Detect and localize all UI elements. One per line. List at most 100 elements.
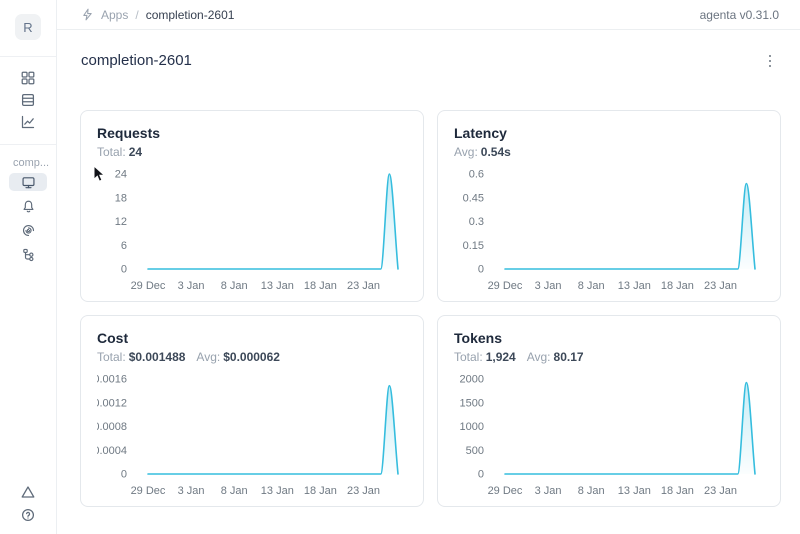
card-title: Tokens — [454, 330, 502, 346]
svg-text:29 Dec: 29 Dec — [488, 280, 523, 292]
svg-text:2000: 2000 — [460, 374, 484, 386]
requests-chart: 0 6 12 18 24 29 Dec 3 Jan 8 Jan 13 Jan 18 Jan 23 J… — [115, 169, 399, 292]
metric-cards-grid: Requests Total: 24 0 6 12 18 24 29 Dec 3 Jan 8 J… — [57, 72, 800, 507]
svg-text:0.0004: 0.0004 — [97, 445, 127, 457]
apps-grid-icon[interactable] — [16, 70, 40, 85]
svg-text:8 Jan: 8 Jan — [221, 485, 248, 497]
stat-label: Total: — [97, 145, 126, 159]
svg-text:13 Jan: 13 Jan — [618, 280, 651, 292]
breadcrumb-apps-link[interactable]: Apps — [101, 7, 129, 22]
stat-label: Total: — [97, 350, 126, 364]
svg-text:0: 0 — [121, 469, 127, 481]
svg-text:0: 0 — [478, 469, 484, 481]
svg-text:18 Jan: 18 Jan — [304, 485, 337, 497]
svg-text:29 Dec: 29 Dec — [131, 280, 166, 292]
topbar: Apps / completion-2601 agenta v0.31.0 — [57, 0, 800, 30]
latency-chart: 0 0.15 0.3 0.45 0.6 29 Dec 3 Jan 8 Jan 13 Jan 18 … — [463, 169, 756, 292]
svg-text:6: 6 — [121, 240, 127, 252]
svg-text:8 Jan: 8 Jan — [221, 280, 248, 292]
monitor-icon[interactable] — [9, 173, 47, 191]
svg-text:18 Jan: 18 Jan — [304, 280, 337, 292]
svg-text:1000: 1000 — [460, 421, 484, 433]
requests-card: Requests Total: 24 0 6 12 18 24 29 Dec 3 Jan 8 J… — [80, 110, 424, 302]
stat-value: $0.001488 — [128, 350, 186, 364]
svg-text:0.15: 0.15 — [463, 240, 484, 252]
stat-label: Avg: — [196, 350, 221, 364]
svg-text:23 Jan: 23 Jan — [347, 280, 380, 292]
svg-text:8 Jan: 8 Jan — [578, 485, 605, 497]
svg-text:23 Jan: 23 Jan — [704, 280, 737, 292]
tokens-chart: 0 500 1000 1500 2000 29 Dec 3 Jan 8 Jan 13 Jan 18… — [460, 374, 756, 497]
svg-text:29 Dec: 29 Dec — [488, 485, 523, 497]
stat-value: 24 — [128, 145, 143, 159]
card-title: Requests — [97, 125, 161, 141]
svg-text:3 Jan: 3 Jan — [178, 280, 205, 292]
stat-value: 0.54s — [480, 145, 511, 159]
latency-card: Latency Avg: 0.54s 0 0.15 0.3 0.45 0.6 29 Dec 3… — [437, 110, 781, 302]
svg-text:1500: 1500 — [460, 397, 484, 409]
version-label: agenta v0.31.0 — [699, 7, 779, 22]
stat-value: 80.17 — [553, 350, 584, 364]
page-header: completion-2601 — [57, 30, 800, 72]
breadcrumb: Apps / completion-2601 — [81, 8, 234, 22]
svg-text:0.6: 0.6 — [469, 169, 484, 181]
page-title: completion-2601 — [81, 52, 192, 69]
svg-text:500: 500 — [466, 445, 484, 457]
card-stats: Total: 1,924 Avg: 80.17 — [454, 349, 764, 365]
stat-value: $0.000062 — [223, 350, 280, 364]
svg-text:3 Jan: 3 Jan — [535, 280, 562, 292]
list-icon[interactable] — [16, 92, 40, 107]
workspace-avatar[interactable]: R — [15, 14, 41, 40]
main-area: Apps / completion-2601 agenta v0.31.0 co… — [57, 0, 800, 534]
svg-text:0.0012: 0.0012 — [97, 397, 127, 409]
svg-text:3 Jan: 3 Jan — [178, 485, 205, 497]
svg-text:8 Jan: 8 Jan — [578, 280, 605, 292]
card-title: Latency — [454, 125, 507, 141]
cost-card: Cost Total:$0.001488 Avg:$0.000062 0 0.00… — [80, 315, 424, 507]
svg-text:0: 0 — [478, 264, 484, 276]
svg-text:0.0008: 0.0008 — [97, 421, 127, 433]
svg-text:3 Jan: 3 Jan — [535, 485, 562, 497]
breadcrumb-current: completion-2601 — [145, 7, 235, 22]
sidebar-bottom-nav — [0, 484, 56, 534]
sidebar-header: R — [0, 0, 56, 57]
card-stats: Total: $0.001488 Avg: $0.000062 — [97, 349, 407, 365]
help-icon[interactable] — [16, 507, 40, 522]
sidebar-main-nav — [0, 57, 56, 145]
cost-chart: 0 0.0004 0.0008 0.0012 0.0016 29 Dec 3 Jan 8 Ja… — [97, 374, 399, 497]
stat-label: Avg: — [526, 350, 551, 364]
project-label: comp... — [13, 157, 50, 169]
stat-value: 1,924 — [485, 350, 516, 364]
spiral-icon[interactable] — [9, 221, 47, 239]
svg-text:29 Dec: 29 Dec — [131, 485, 166, 497]
card-title: Cost — [97, 330, 129, 346]
card-stats: Total: 24 — [97, 144, 407, 160]
svg-text:0.3: 0.3 — [469, 216, 484, 228]
sidebar-project-nav — [0, 173, 56, 263]
svg-text:18: 18 — [115, 192, 127, 204]
bell-icon[interactable] — [9, 197, 47, 215]
svg-text:18 Jan: 18 Jan — [661, 280, 694, 292]
breadcrumb-separator: / — [135, 7, 139, 22]
alert-triangle-icon[interactable] — [16, 484, 40, 499]
tree-icon[interactable] — [9, 245, 47, 263]
svg-text:23 Jan: 23 Jan — [704, 485, 737, 497]
stat-label: Total: — [454, 350, 483, 364]
sidebar: R — [0, 0, 57, 534]
line-chart-icon[interactable] — [16, 114, 40, 129]
svg-text:0.45: 0.45 — [463, 192, 484, 204]
svg-text:13 Jan: 13 Jan — [261, 485, 294, 497]
svg-text:0.0016: 0.0016 — [97, 374, 127, 386]
svg-text:23 Jan: 23 Jan — [347, 485, 380, 497]
svg-text:13 Jan: 13 Jan — [618, 485, 651, 497]
stat-label: Avg: — [454, 145, 478, 159]
kebab-menu-icon[interactable] — [763, 51, 777, 71]
svg-text:0: 0 — [121, 264, 127, 276]
bolt-icon — [83, 8, 92, 21]
svg-text:24: 24 — [115, 169, 127, 181]
svg-text:13 Jan: 13 Jan — [261, 280, 294, 292]
card-stats: Avg: 0.54s — [454, 144, 764, 160]
svg-text:18 Jan: 18 Jan — [661, 485, 694, 497]
svg-text:12: 12 — [115, 216, 127, 228]
